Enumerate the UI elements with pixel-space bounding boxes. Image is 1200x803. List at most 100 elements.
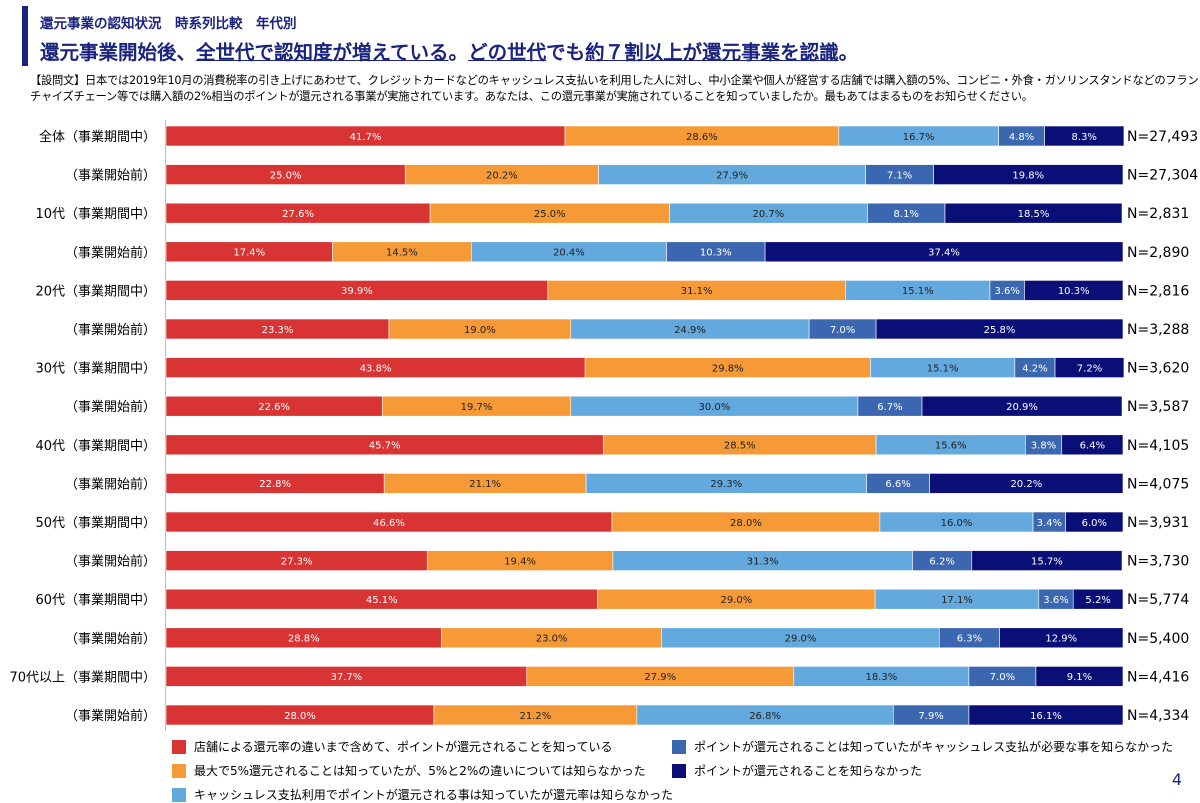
data-label: 16.7% bbox=[903, 132, 935, 143]
category-label: （事業開始前） bbox=[65, 631, 156, 647]
legend-swatch bbox=[172, 739, 186, 754]
data-label: 29.3% bbox=[710, 479, 742, 490]
data-label: 46.6% bbox=[373, 518, 405, 529]
data-label: 7.9% bbox=[918, 711, 943, 722]
bar-segment bbox=[968, 704, 1124, 726]
data-label: 28.6% bbox=[686, 132, 718, 143]
headline-part: 。 bbox=[448, 41, 469, 64]
sample-size-label: N=4,105 bbox=[1127, 438, 1189, 454]
legend-item: 店舗による還元率の違いまで含めて、ポイントが還元されることを知っている bbox=[172, 738, 612, 755]
bar-segment bbox=[1054, 357, 1125, 378]
bar-segment bbox=[1035, 666, 1124, 687]
sample-size-label: N=4,334 bbox=[1127, 708, 1189, 724]
bar-segment bbox=[875, 318, 1124, 340]
data-label: 19.8% bbox=[1012, 170, 1044, 181]
data-label: 28.0% bbox=[730, 518, 762, 529]
legend-label: ポイントが還元されることを知らなかった bbox=[694, 764, 923, 778]
data-label: 6.2% bbox=[929, 556, 954, 567]
data-label: 6.3% bbox=[957, 634, 982, 645]
bar-segment bbox=[929, 473, 1124, 494]
data-label: 20.9% bbox=[1006, 402, 1038, 413]
bar-segment bbox=[944, 202, 1123, 224]
legend-item: キャッシュレス支払利用でポイントが還元される事は知っていたが還元率は知らなかった bbox=[172, 786, 673, 803]
data-label: 37.7% bbox=[331, 672, 363, 683]
headline-part: 還元事業開始後、 bbox=[40, 41, 197, 64]
data-label: 18.5% bbox=[1018, 209, 1050, 220]
bar-segment bbox=[921, 395, 1123, 417]
data-label: 41.7% bbox=[350, 132, 382, 143]
data-label: 7.0% bbox=[990, 672, 1015, 683]
data-label: 4.2% bbox=[1022, 363, 1047, 374]
bar-segment bbox=[764, 241, 1124, 263]
sample-size-label: N=4,075 bbox=[1127, 476, 1189, 492]
bar-segment bbox=[1065, 511, 1124, 533]
data-label: 7.2% bbox=[1077, 363, 1102, 374]
data-label: 18.3% bbox=[865, 672, 897, 683]
category-label: （事業開始前） bbox=[65, 554, 156, 570]
legend-label: 最大で5%還元されることは知っていたが、5%と2%の違いについては知らなかった bbox=[194, 764, 646, 778]
bar-segment bbox=[1044, 125, 1125, 147]
section-title: 還元事業の認知状況 時系列比較 年代別 bbox=[40, 16, 297, 32]
data-label: 26.8% bbox=[749, 711, 781, 722]
data-label: 6.0% bbox=[1082, 518, 1107, 529]
category-label: 全体（事業期間中） bbox=[39, 129, 156, 145]
data-label: 30.0% bbox=[698, 402, 730, 413]
data-label: 23.0% bbox=[536, 634, 568, 645]
category-label: （事業開始前） bbox=[65, 708, 156, 724]
category-label: 20代（事業期間中） bbox=[35, 283, 156, 299]
sample-size-label: N=3,730 bbox=[1127, 554, 1189, 570]
headline-part: でも bbox=[546, 41, 586, 64]
data-label: 8.3% bbox=[1072, 132, 1097, 143]
data-label: 9.1% bbox=[1067, 672, 1092, 683]
data-label: 17.4% bbox=[233, 248, 265, 259]
data-label: 6.6% bbox=[885, 479, 910, 490]
data-label: 16.0% bbox=[941, 518, 973, 529]
data-label: 22.6% bbox=[258, 402, 290, 413]
category-label: 30代（事業期間中） bbox=[35, 361, 156, 377]
data-label: 19.7% bbox=[461, 402, 493, 413]
data-label: 15.6% bbox=[935, 441, 967, 452]
data-label: 17.1% bbox=[941, 595, 973, 606]
data-label: 3.6% bbox=[994, 286, 1019, 297]
data-label: 45.1% bbox=[366, 595, 398, 606]
category-label: 60代（事業期間中） bbox=[35, 592, 156, 608]
bar-segment bbox=[1024, 280, 1124, 301]
sample-size-label: N=2,816 bbox=[1127, 283, 1189, 299]
bar-segment bbox=[999, 627, 1124, 649]
sample-size-label: N=3,587 bbox=[1127, 399, 1189, 415]
legend-swatch bbox=[172, 787, 186, 802]
data-label: 27.9% bbox=[644, 672, 676, 683]
sample-size-label: N=4,416 bbox=[1127, 669, 1189, 685]
data-label: 6.7% bbox=[877, 402, 902, 413]
data-label: 3.8% bbox=[1031, 441, 1056, 452]
data-label: 7.0% bbox=[830, 325, 855, 336]
sample-size-label: N=2,890 bbox=[1127, 245, 1189, 261]
data-label: 21.2% bbox=[520, 711, 552, 722]
legend-swatch bbox=[172, 763, 186, 778]
data-label: 25.0% bbox=[534, 209, 566, 220]
data-label: 22.8% bbox=[259, 479, 291, 490]
data-label: 15.1% bbox=[902, 286, 934, 297]
category-label: （事業開始前） bbox=[65, 399, 156, 415]
legend-label: 店舗による還元率の違いまで含めて、ポイントが還元されることを知っている bbox=[194, 740, 613, 754]
category-label: （事業開始前） bbox=[65, 168, 156, 184]
data-label: 14.5% bbox=[386, 248, 418, 259]
data-label: 29.0% bbox=[720, 595, 752, 606]
data-label: 29.0% bbox=[785, 634, 817, 645]
data-label: 16.1% bbox=[1030, 711, 1062, 722]
data-label: 27.9% bbox=[716, 170, 748, 181]
sample-size-label: N=3,620 bbox=[1127, 361, 1189, 377]
data-label: 3.6% bbox=[1043, 595, 1068, 606]
legend-label: キャッシュレス支払利用でポイントが還元される事は知っていたが還元率は知らなかった bbox=[194, 788, 674, 802]
headline-part: 全世代で認知度が増えている bbox=[196, 41, 449, 64]
legend-swatch bbox=[672, 739, 686, 754]
category-label: （事業開始前） bbox=[65, 476, 156, 492]
data-label: 27.6% bbox=[282, 209, 314, 220]
bar-segment bbox=[933, 164, 1124, 185]
data-label: 10.3% bbox=[1058, 286, 1090, 297]
sample-size-label: N=27,304 bbox=[1127, 168, 1198, 184]
data-label: 31.1% bbox=[681, 286, 713, 297]
data-label: 20.2% bbox=[486, 170, 518, 181]
category-label: （事業開始前） bbox=[65, 322, 156, 338]
